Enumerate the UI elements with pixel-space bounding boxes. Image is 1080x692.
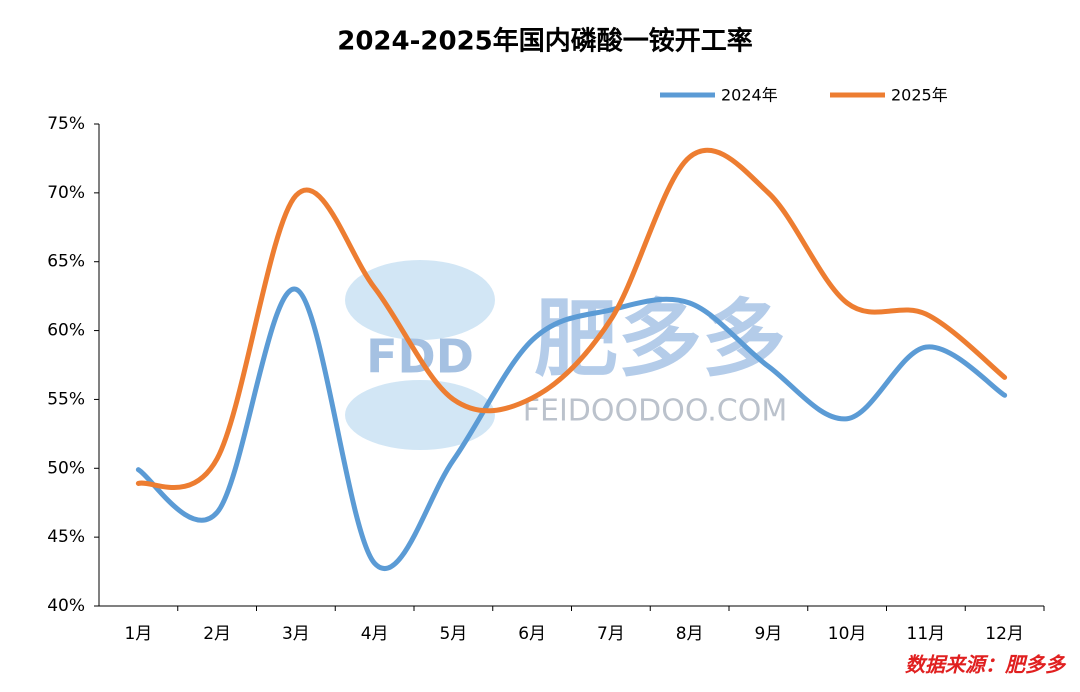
x-tick-label: 9月 (754, 624, 782, 644)
watermark-leaf (345, 380, 495, 450)
legend-label: 2025年 (891, 86, 948, 105)
y-tick-label: 40% (47, 596, 85, 616)
y-tick-label: 65% (47, 252, 85, 272)
x-tick-label: 11月 (907, 624, 946, 644)
watermark-brand: 肥多多 (534, 290, 786, 388)
x-tick-label: 4月 (361, 624, 389, 644)
x-tick-label: 2月 (203, 624, 231, 644)
y-tick-label: 75% (47, 114, 85, 134)
legend-label: 2024年 (721, 86, 778, 105)
x-tick-label: 10月 (828, 624, 867, 644)
y-tick-label: 45% (47, 527, 85, 547)
x-tick-label: 8月 (676, 624, 704, 644)
y-tick-label: 50% (47, 458, 85, 478)
y-tick-label: 60% (47, 321, 85, 341)
source-note: 数据来源：肥多多 (905, 653, 1067, 677)
chart-title: 2024-2025年国内磷酸一铵开工率 (337, 26, 753, 57)
watermark: FDD 肥多多 FEIDOODOO.COM (345, 260, 787, 450)
series-line (135, 147, 1008, 490)
watermark-leaf (345, 260, 495, 340)
x-tick-label: 7月 (597, 624, 625, 644)
x-tick-label: 3月 (282, 624, 310, 644)
series-line (135, 286, 1008, 571)
y-tick-label: 70% (47, 183, 85, 203)
x-tick-label: 6月 (518, 624, 546, 644)
x-tick-label: 12月 (985, 624, 1024, 644)
x-tick-label: 5月 (439, 624, 467, 644)
y-tick-label: 55% (47, 389, 85, 409)
x-tick-label: 1月 (124, 624, 152, 644)
watermark-site: FEIDOODOO.COM (523, 394, 787, 429)
